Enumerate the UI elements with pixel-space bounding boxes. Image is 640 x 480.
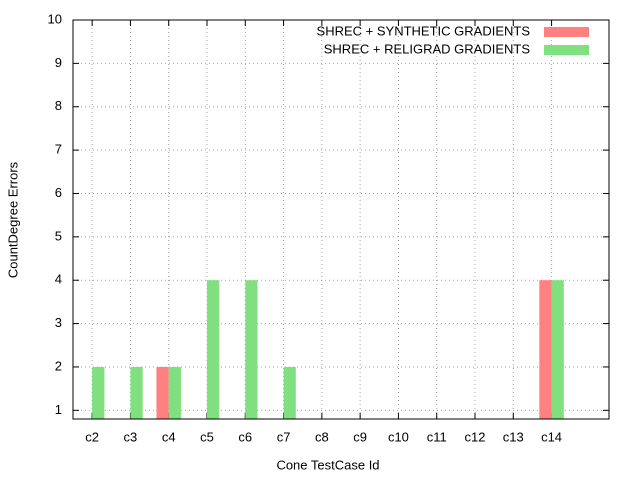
bar [245,280,258,419]
y-tick-label: 6 [55,185,62,200]
x-tick-label: c3 [124,429,138,444]
x-axis-label: Cone TestCase Id [276,457,379,472]
y-tick-label: 3 [55,315,62,330]
bar [92,366,105,419]
x-tick-label: c11 [427,429,447,444]
y-tick-label: 1 [55,402,62,417]
x-tick-label: c10 [388,429,409,444]
x-tick-label: c9 [353,429,367,444]
x-tick-label: c7 [277,429,291,444]
legend-swatch [544,45,589,55]
bar [156,366,169,419]
x-tick-label: c5 [200,429,214,444]
y-tick-label: 5 [55,228,62,243]
bar [168,366,181,419]
y-tick-label: 8 [55,98,62,113]
x-tick-label: c6 [238,429,252,444]
legend-label: SHREC + SYNTHETIC GRADIENTS [317,23,531,38]
y-tick-label: 4 [55,272,62,287]
plot-frame [72,19,610,420]
y-tick-label: 9 [55,55,62,70]
x-tick-label: c13 [503,429,524,444]
legend-label: SHREC + RELIGRAD GRADIENTS [324,41,531,56]
legend-swatch [544,27,589,37]
bar [283,366,296,419]
bar [539,280,552,419]
y-tick-label: 2 [55,358,62,373]
x-tick-label: c4 [162,429,176,444]
y-tick-label: 7 [55,142,62,157]
y-axis-label: CountDegree Errors [5,161,20,278]
x-tick-label: c12 [465,429,486,444]
x-tick-label: c14 [541,429,562,444]
bar [207,280,220,419]
bar [551,280,564,419]
x-tick-label: c2 [85,429,99,444]
y-tick-label: 10 [48,11,62,26]
x-tick-label: c8 [315,429,329,444]
bar [130,366,143,419]
